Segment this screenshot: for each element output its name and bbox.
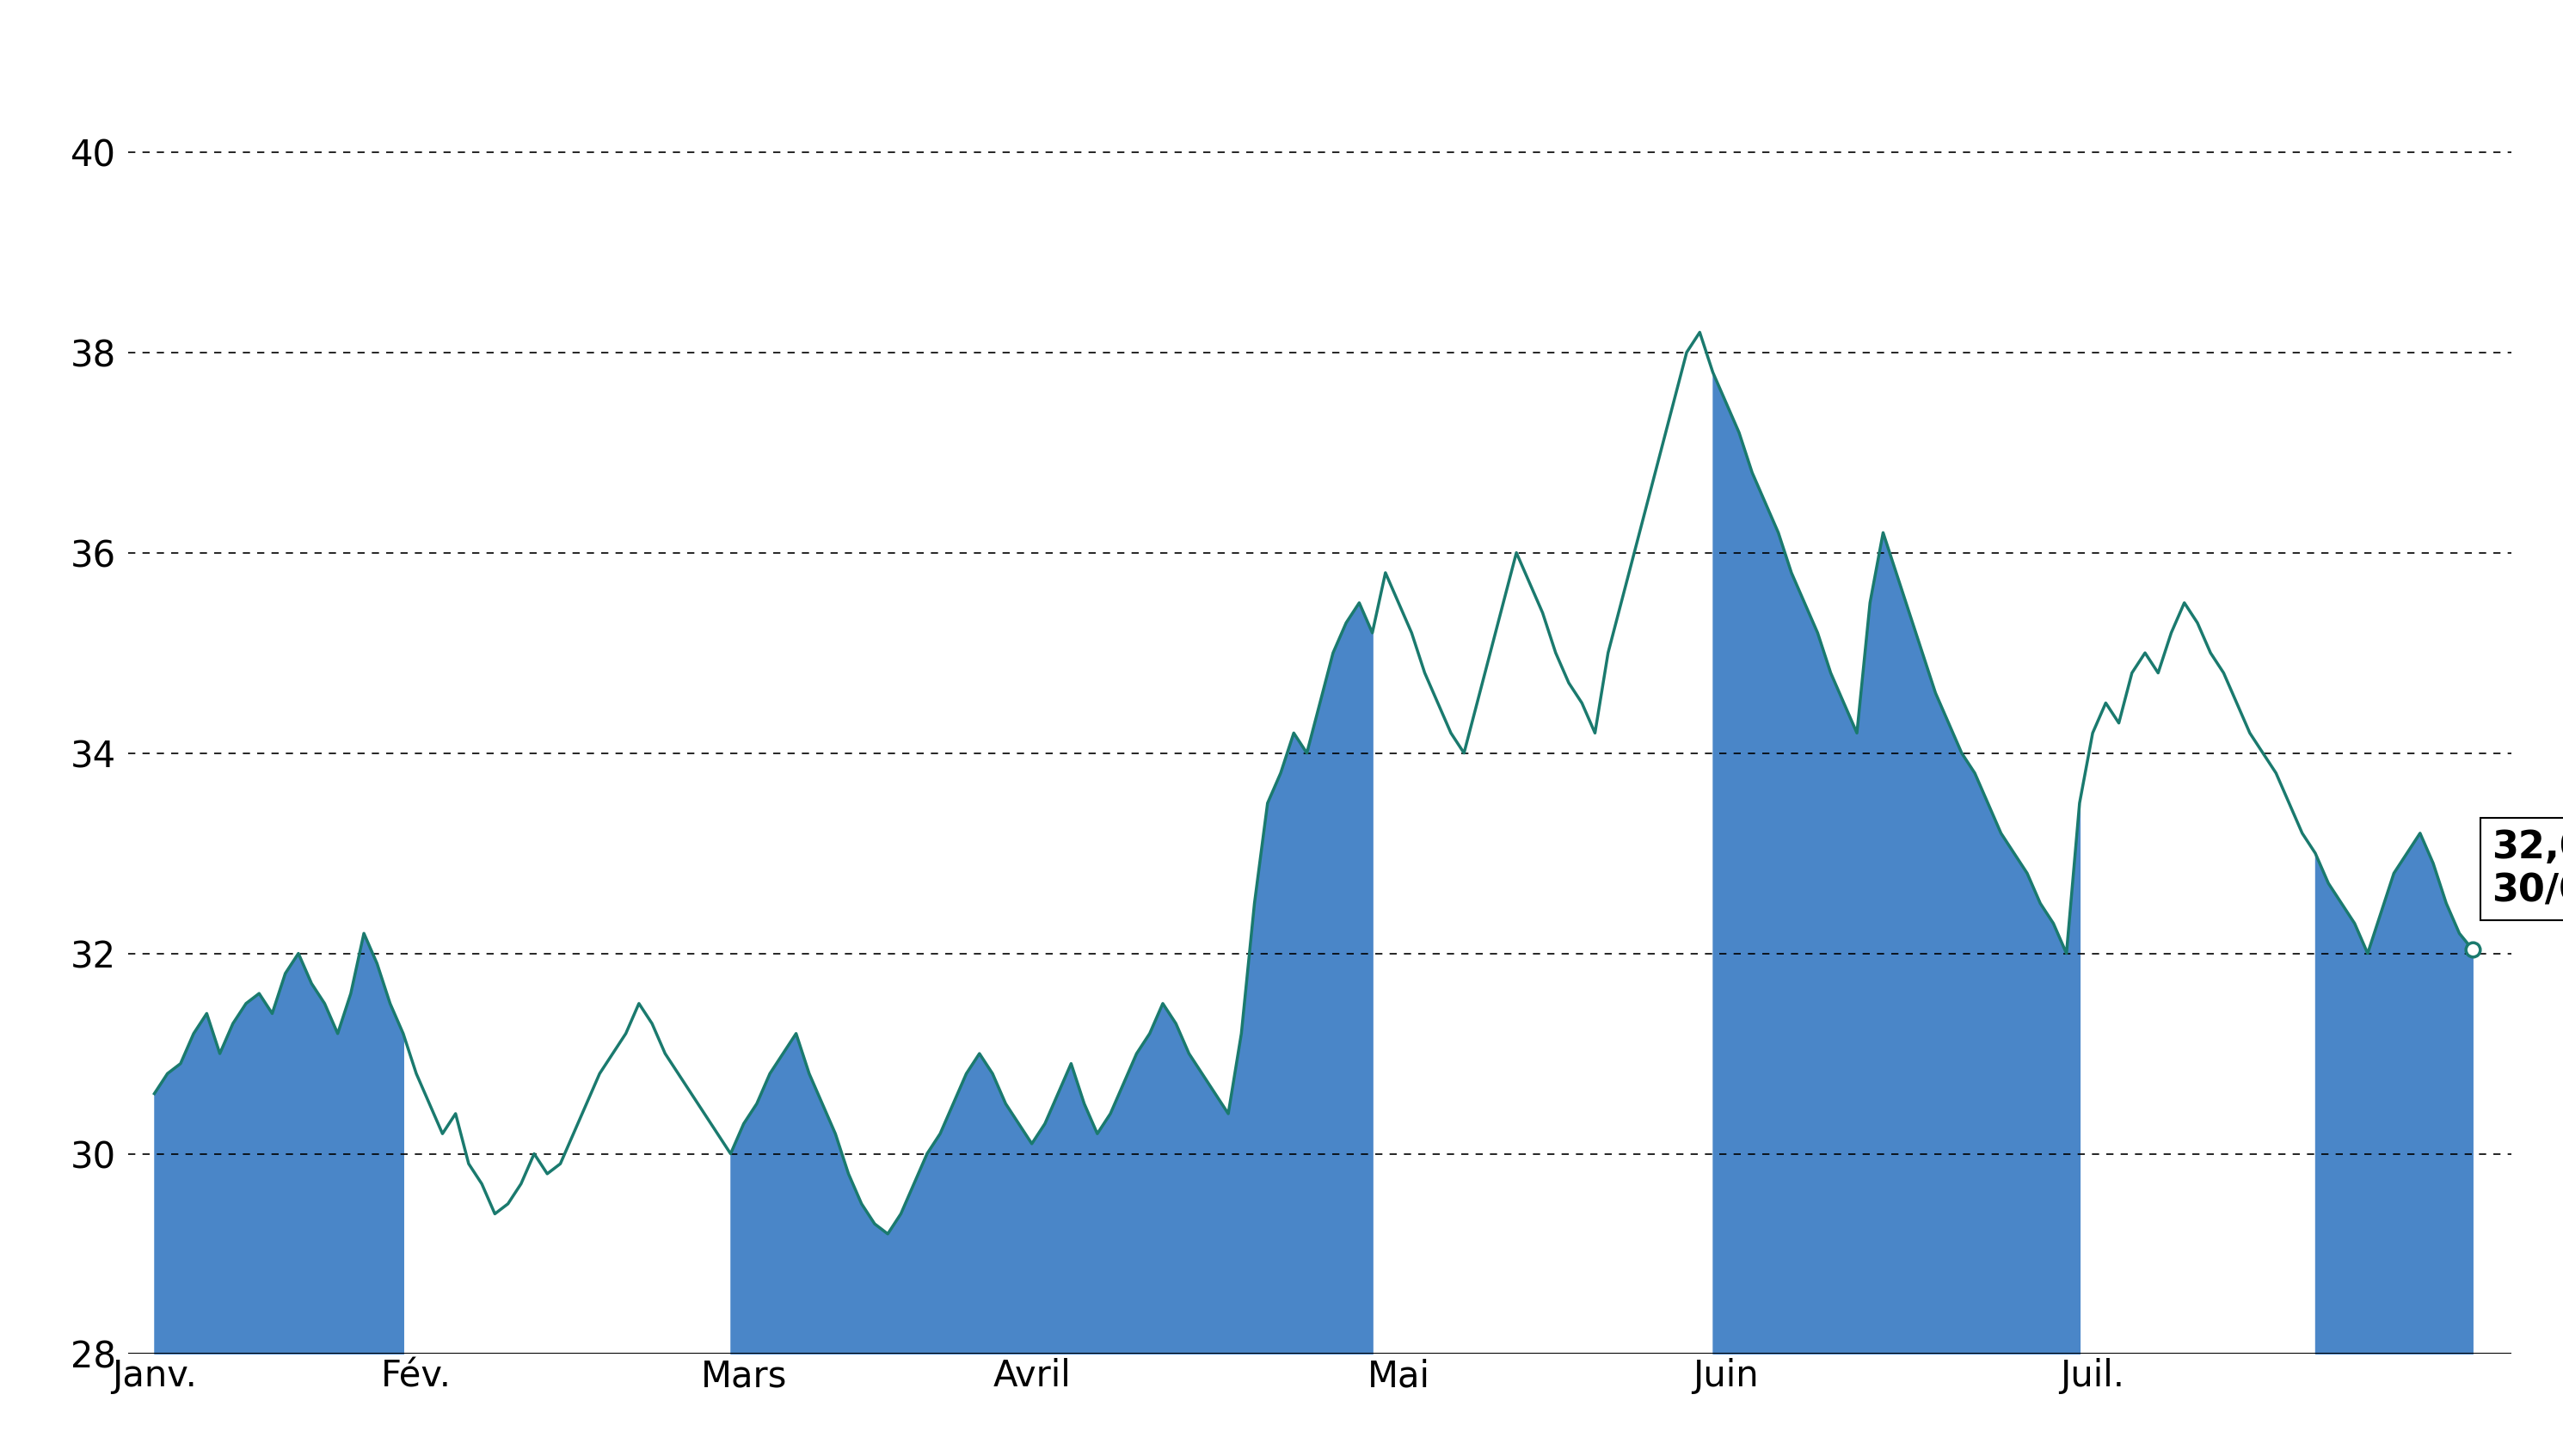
Text: 32,04
30/07: 32,04 30/07 (2491, 830, 2563, 909)
Text: IMERYS: IMERYS (1100, 17, 1463, 102)
